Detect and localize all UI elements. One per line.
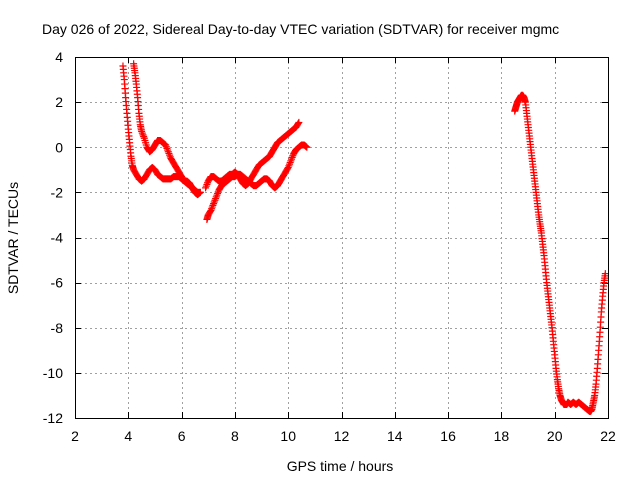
data-point	[139, 131, 147, 139]
data-point	[202, 184, 210, 192]
y-tick-label: 2	[55, 94, 63, 110]
x-tick-label: 10	[280, 428, 296, 444]
data-points	[119, 60, 609, 415]
data-point	[211, 196, 219, 204]
y-tick-label: 4	[55, 49, 63, 65]
data-point	[162, 143, 170, 151]
x-tick-label: 12	[334, 428, 350, 444]
series-track-3	[202, 118, 303, 192]
x-axis-label: GPS time / hours	[287, 458, 394, 474]
data-point	[138, 129, 146, 137]
data-point	[210, 200, 218, 208]
y-axis-label: SDTVAR / TECUs	[5, 182, 21, 294]
y-tick-label: -10	[43, 365, 63, 381]
series-track-2	[130, 60, 204, 196]
data-point	[162, 141, 170, 149]
data-point	[286, 160, 294, 168]
x-tick-label: 22	[600, 428, 616, 444]
y-tick-label: -2	[51, 184, 64, 200]
x-tick-labels: 2 4 6 8 10 12 14 16 18 20 22	[71, 428, 616, 444]
series-track-1	[119, 62, 204, 199]
data-point	[207, 206, 215, 214]
data-point	[295, 118, 303, 126]
chart-title: Day 026 of 2022, Sidereal Day-to-day VTE…	[42, 21, 559, 37]
data-point	[164, 148, 172, 156]
data-point	[288, 155, 296, 163]
data-point	[286, 158, 294, 166]
y-tick-label: -4	[51, 230, 64, 246]
x-tick-label: 6	[178, 428, 186, 444]
grid	[75, 57, 608, 418]
x-tick-label: 18	[494, 428, 510, 444]
data-point	[213, 191, 221, 199]
data-point	[284, 164, 292, 172]
data-point	[303, 143, 311, 151]
y-tick-label: -8	[51, 320, 64, 336]
data-point	[210, 198, 218, 206]
x-tick-label: 8	[231, 428, 239, 444]
y-tick-label: 0	[55, 139, 63, 155]
data-point	[209, 201, 217, 209]
data-point	[212, 193, 220, 201]
data-point	[214, 190, 222, 198]
data-point	[208, 205, 216, 213]
data-point	[601, 270, 609, 278]
data-point	[294, 120, 302, 128]
x-tick-label: 4	[124, 428, 132, 444]
plot-frame	[75, 57, 609, 419]
data-point	[196, 188, 204, 196]
data-point	[212, 195, 220, 203]
y-tick-labels: 4 2 0 -2 -4 -6 -8 -10 -12	[43, 49, 63, 426]
data-point	[287, 157, 295, 165]
series-track-5	[511, 91, 609, 415]
data-point	[165, 149, 173, 157]
data-point	[138, 127, 146, 135]
x-tick-label: 20	[547, 428, 563, 444]
x-tick-label: 2	[71, 428, 79, 444]
series-track-4	[203, 141, 311, 223]
data-point	[163, 144, 171, 152]
x-tick-label: 14	[387, 428, 403, 444]
data-point	[140, 133, 148, 141]
data-point	[288, 153, 296, 161]
data-point	[208, 203, 216, 211]
data-point	[166, 151, 174, 159]
y-tick-label: -6	[51, 275, 64, 291]
data-point	[203, 180, 211, 188]
x-tick-label: 16	[440, 428, 456, 444]
data-point	[285, 162, 293, 170]
y-tick-label: -12	[43, 410, 63, 426]
data-point	[164, 146, 172, 154]
axis-ticks	[75, 57, 609, 419]
data-point	[202, 182, 210, 190]
